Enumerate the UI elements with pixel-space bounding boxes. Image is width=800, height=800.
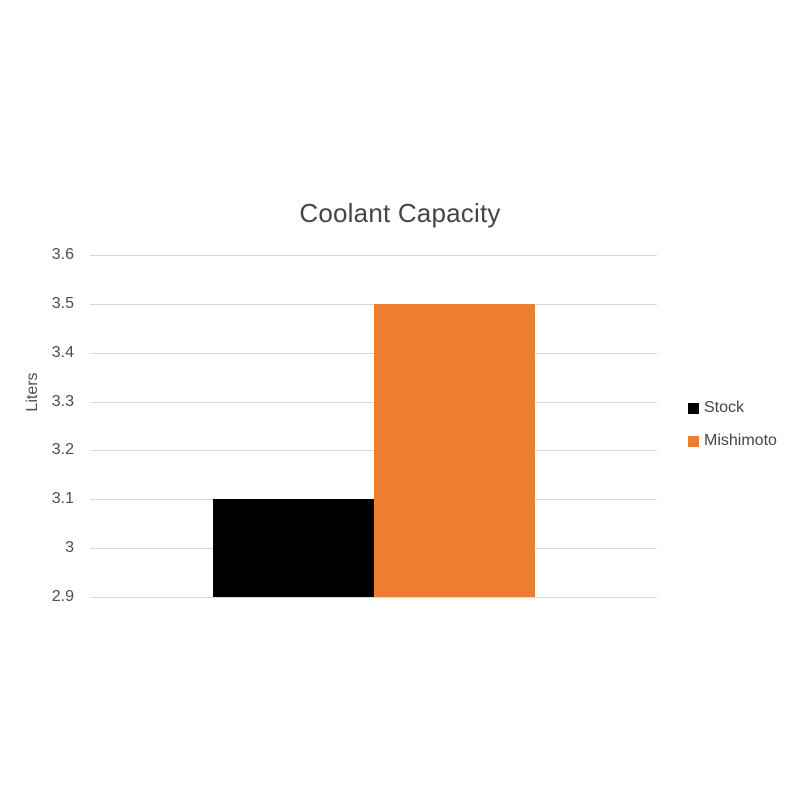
y-tick-label: 2.9 bbox=[51, 588, 74, 605]
bar-stock bbox=[212, 499, 374, 597]
chart-title: Coolant Capacity bbox=[299, 198, 501, 228]
gridline bbox=[90, 255, 657, 256]
legend-label: Mishimoto bbox=[704, 432, 777, 449]
y-tick-label: 3 bbox=[65, 539, 74, 557]
legend-marker-mishimoto bbox=[688, 435, 699, 447]
gridline bbox=[90, 597, 657, 598]
legend: Stock Mishimoto bbox=[688, 397, 777, 463]
legend-item-stock: Stock bbox=[688, 397, 777, 419]
y-tick-label: 3.6 bbox=[51, 246, 74, 263]
y-tick-label: 3.3 bbox=[51, 392, 74, 410]
plot-area bbox=[90, 255, 657, 598]
legend-item-mishimoto: Mishimoto bbox=[688, 430, 777, 452]
y-tick-label: 3.4 bbox=[51, 343, 74, 361]
legend-marker-stock bbox=[688, 402, 699, 414]
y-tick-label: 3.2 bbox=[51, 441, 74, 459]
y-tick-label: 3.1 bbox=[51, 490, 74, 508]
y-tick-label: 3.5 bbox=[51, 294, 74, 312]
legend-label: Stock bbox=[704, 399, 745, 416]
bar-mishimoto bbox=[373, 303, 535, 597]
